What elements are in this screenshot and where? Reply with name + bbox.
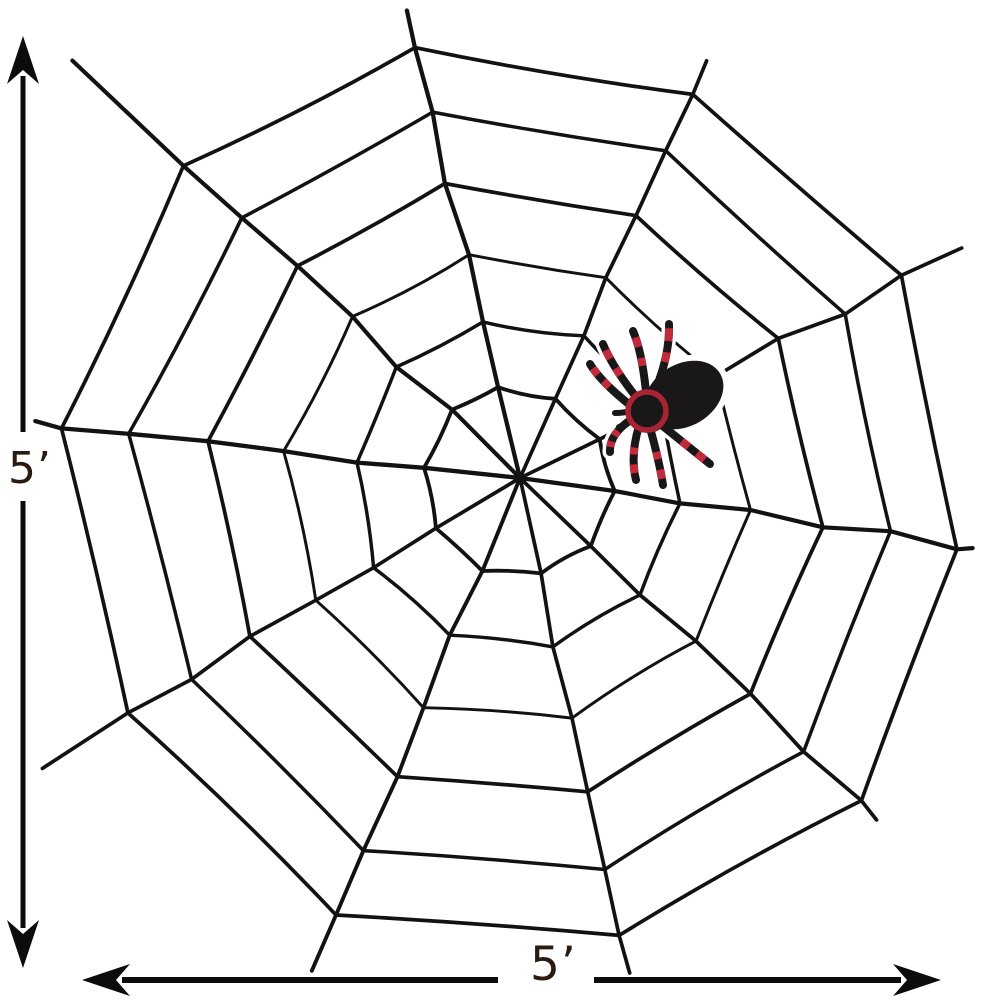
arrowhead — [893, 964, 941, 996]
web-spoke — [404, 8, 523, 481]
dimension-arrows — [7, 36, 941, 996]
web-spoke — [518, 58, 709, 480]
height-dimension-label: 5’ — [8, 443, 52, 494]
spider-web — [33, 8, 975, 975]
web-spoke — [70, 58, 523, 481]
arrowhead — [7, 920, 39, 968]
arrowhead — [7, 36, 39, 84]
web-ring — [126, 110, 893, 872]
web-spoke — [517, 475, 975, 552]
spider-head-ring — [625, 389, 669, 433]
arrowhead — [82, 964, 130, 996]
spider-figure — [582, 316, 730, 493]
web-spoke — [309, 476, 522, 973]
spider-leg-bands — [586, 323, 713, 486]
web-ring — [59, 45, 959, 938]
web-spoke — [33, 418, 523, 481]
web-spoke — [518, 476, 879, 822]
width-dimension-label: 5’ — [530, 937, 577, 992]
web-spoke — [518, 476, 632, 975]
web-spoke — [40, 476, 522, 771]
